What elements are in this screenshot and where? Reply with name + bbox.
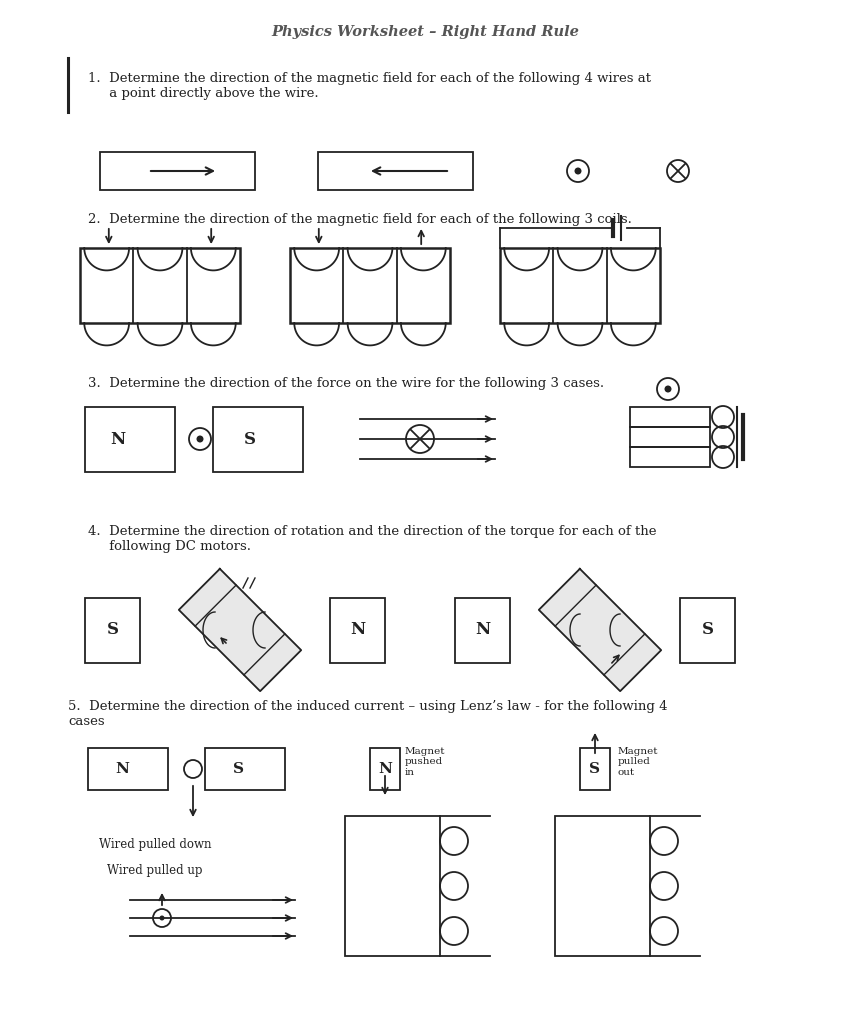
- Text: Wired pulled up: Wired pulled up: [107, 864, 203, 877]
- Polygon shape: [539, 569, 661, 691]
- Text: N: N: [351, 622, 366, 639]
- Text: S: S: [702, 622, 714, 639]
- Bar: [345, 816, 440, 956]
- Bar: [213, 407, 303, 472]
- Bar: [290, 248, 450, 323]
- Text: S: S: [590, 762, 601, 776]
- Bar: [330, 598, 385, 663]
- Bar: [80, 248, 240, 323]
- Circle shape: [197, 435, 203, 442]
- Bar: [455, 598, 510, 663]
- Text: 3.  Determine the direction of the force on the wire for the following 3 cases.: 3. Determine the direction of the force …: [88, 377, 604, 390]
- Bar: [318, 152, 473, 190]
- Bar: [630, 447, 710, 467]
- Circle shape: [574, 168, 581, 174]
- Bar: [630, 407, 710, 427]
- Text: Wired pulled down: Wired pulled down: [99, 838, 211, 851]
- Text: Magnet
pulled
out: Magnet pulled out: [618, 748, 659, 777]
- Bar: [580, 748, 610, 790]
- Text: N: N: [111, 430, 126, 447]
- Text: 1.  Determine the direction of the magnetic field for each of the following 4 wi: 1. Determine the direction of the magnet…: [88, 72, 651, 100]
- Text: Physics Worksheet – Right Hand Rule: Physics Worksheet – Right Hand Rule: [271, 25, 579, 39]
- Polygon shape: [179, 569, 301, 691]
- Bar: [370, 748, 400, 790]
- Text: N: N: [115, 762, 129, 776]
- Bar: [500, 248, 660, 323]
- Text: S: S: [107, 622, 119, 639]
- Bar: [630, 427, 710, 447]
- Bar: [555, 816, 650, 956]
- Bar: [85, 598, 140, 663]
- Text: N: N: [378, 762, 392, 776]
- Text: N: N: [476, 622, 490, 639]
- Circle shape: [665, 385, 671, 392]
- Text: S: S: [244, 430, 256, 447]
- Text: S: S: [233, 762, 244, 776]
- Text: 4.  Determine the direction of rotation and the direction of the torque for each: 4. Determine the direction of rotation a…: [88, 525, 656, 553]
- Text: Magnet
pushed
in: Magnet pushed in: [405, 748, 446, 777]
- Bar: [205, 748, 285, 790]
- Text: 5.  Determine the direction of the induced current – using Lenz’s law - for the : 5. Determine the direction of the induce…: [68, 700, 667, 728]
- Bar: [88, 748, 168, 790]
- Bar: [100, 152, 255, 190]
- Text: 2.  Determine the direction of the magnetic field for each of the following 3 co: 2. Determine the direction of the magnet…: [88, 213, 632, 226]
- Bar: [680, 598, 735, 663]
- Circle shape: [159, 915, 164, 921]
- Bar: [85, 407, 175, 472]
